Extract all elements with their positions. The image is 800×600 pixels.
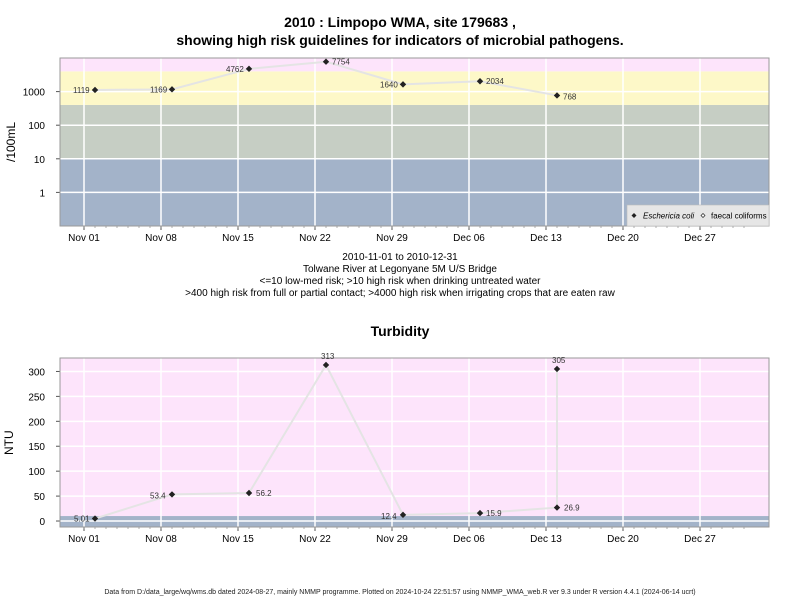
data-label: 15.9 xyxy=(486,509,502,518)
data-label: 1119 xyxy=(73,86,90,95)
y-tick-label: 100 xyxy=(28,467,45,478)
data-point xyxy=(91,86,99,94)
legend-label-ecoli: Eschericia coli xyxy=(643,212,694,221)
y-tick-label: 200 xyxy=(28,417,45,428)
data-point xyxy=(476,509,484,517)
data-point xyxy=(399,81,407,88)
data-point xyxy=(553,504,561,511)
chart-subtitle: showing high risk guidelines for indicat… xyxy=(176,32,624,48)
turbidity-title: Turbidity xyxy=(370,323,430,339)
risk-band-2 xyxy=(60,358,769,517)
x-tick-label: Nov 08 xyxy=(145,534,177,545)
x-tick-label: Nov 29 xyxy=(376,534,408,545)
data-point xyxy=(91,515,99,522)
data-point xyxy=(168,86,176,93)
data-point xyxy=(245,65,253,73)
plot-frame xyxy=(59,357,770,528)
data-label: 313 xyxy=(321,352,335,361)
x-tick-label: Nov 01 xyxy=(68,534,100,545)
data-point xyxy=(322,361,330,369)
legend-marker-ecoli xyxy=(631,213,637,218)
x-tick-label: Dec 20 xyxy=(607,233,639,244)
data-point xyxy=(553,92,561,99)
x-tick-label: Dec 13 xyxy=(530,233,562,244)
x-tick-label: Nov 22 xyxy=(299,233,331,244)
x-tick-label: Dec 20 xyxy=(607,534,639,545)
plot-frame xyxy=(59,57,770,227)
y-tick-label: 50 xyxy=(34,492,46,503)
y-tick-label: 250 xyxy=(28,392,45,403)
data-label: 2034 xyxy=(486,77,504,86)
data-label: 26.9 xyxy=(564,504,580,513)
series-line xyxy=(94,362,558,520)
data-point xyxy=(322,58,330,65)
x-tick-label: Nov 22 xyxy=(299,534,331,545)
caption-site: Tolwane River at Legonyane 5M U/S Bridge xyxy=(303,264,497,275)
x-tick-label: Nov 01 xyxy=(68,233,100,244)
x-tick-label: Nov 29 xyxy=(376,233,408,244)
data-label: 1640 xyxy=(380,80,398,89)
y-tick-label: 1000 xyxy=(23,88,46,99)
y-tick-label: 150 xyxy=(28,442,45,453)
y-tick-label: 10 xyxy=(34,155,46,166)
x-tick-label: Dec 13 xyxy=(530,534,562,545)
data-point xyxy=(168,491,176,498)
data-label: 7754 xyxy=(332,58,350,67)
x-tick-label: Nov 15 xyxy=(222,233,254,244)
x-tick-label: Nov 15 xyxy=(222,534,254,545)
chart-title: 2010 : Limpopo WMA, site 179683 , xyxy=(284,14,516,30)
x-tick-label: Nov 08 xyxy=(145,233,177,244)
data-label: 56.2 xyxy=(256,489,272,498)
risk-band-4 xyxy=(60,58,769,72)
footer-note: Data from D:/data_large/wq/wms.db dated … xyxy=(104,589,696,596)
y-tick-label: 0 xyxy=(39,517,45,528)
legend-box xyxy=(626,204,770,227)
data-point xyxy=(553,365,561,373)
legend-label-fc: faecal coliforms xyxy=(711,212,767,221)
y-tick-label: 300 xyxy=(28,367,45,378)
data-label: 5.01 xyxy=(74,515,90,524)
data-point xyxy=(399,511,407,519)
x-tick-label: Dec 27 xyxy=(684,233,716,244)
y-tick-label: 1 xyxy=(39,188,45,199)
data-label: 12.4 xyxy=(381,512,397,521)
caption-drinking-risk: <=10 low-med risk; >10 high risk when dr… xyxy=(259,276,541,287)
data-point xyxy=(245,489,253,497)
x-tick-label: Dec 27 xyxy=(684,534,716,545)
data-label: 4762 xyxy=(226,65,244,74)
data-label: 305 xyxy=(552,356,566,365)
data-label: 768 xyxy=(563,92,577,101)
caption-date-range: 2010-11-01 to 2010-12-31 xyxy=(342,252,458,263)
caption-contact-risk: >400 high risk from full or partial cont… xyxy=(185,288,615,299)
risk-band-2 xyxy=(60,104,769,159)
legend-marker-fc xyxy=(700,213,706,218)
y-tick-label: 100 xyxy=(28,121,45,132)
x-tick-label: Dec 06 xyxy=(453,534,485,545)
x-tick-label: Dec 06 xyxy=(453,233,485,244)
data-label: 53.4 xyxy=(150,491,166,500)
data-label: 1169 xyxy=(150,85,168,94)
data-point xyxy=(476,78,484,85)
